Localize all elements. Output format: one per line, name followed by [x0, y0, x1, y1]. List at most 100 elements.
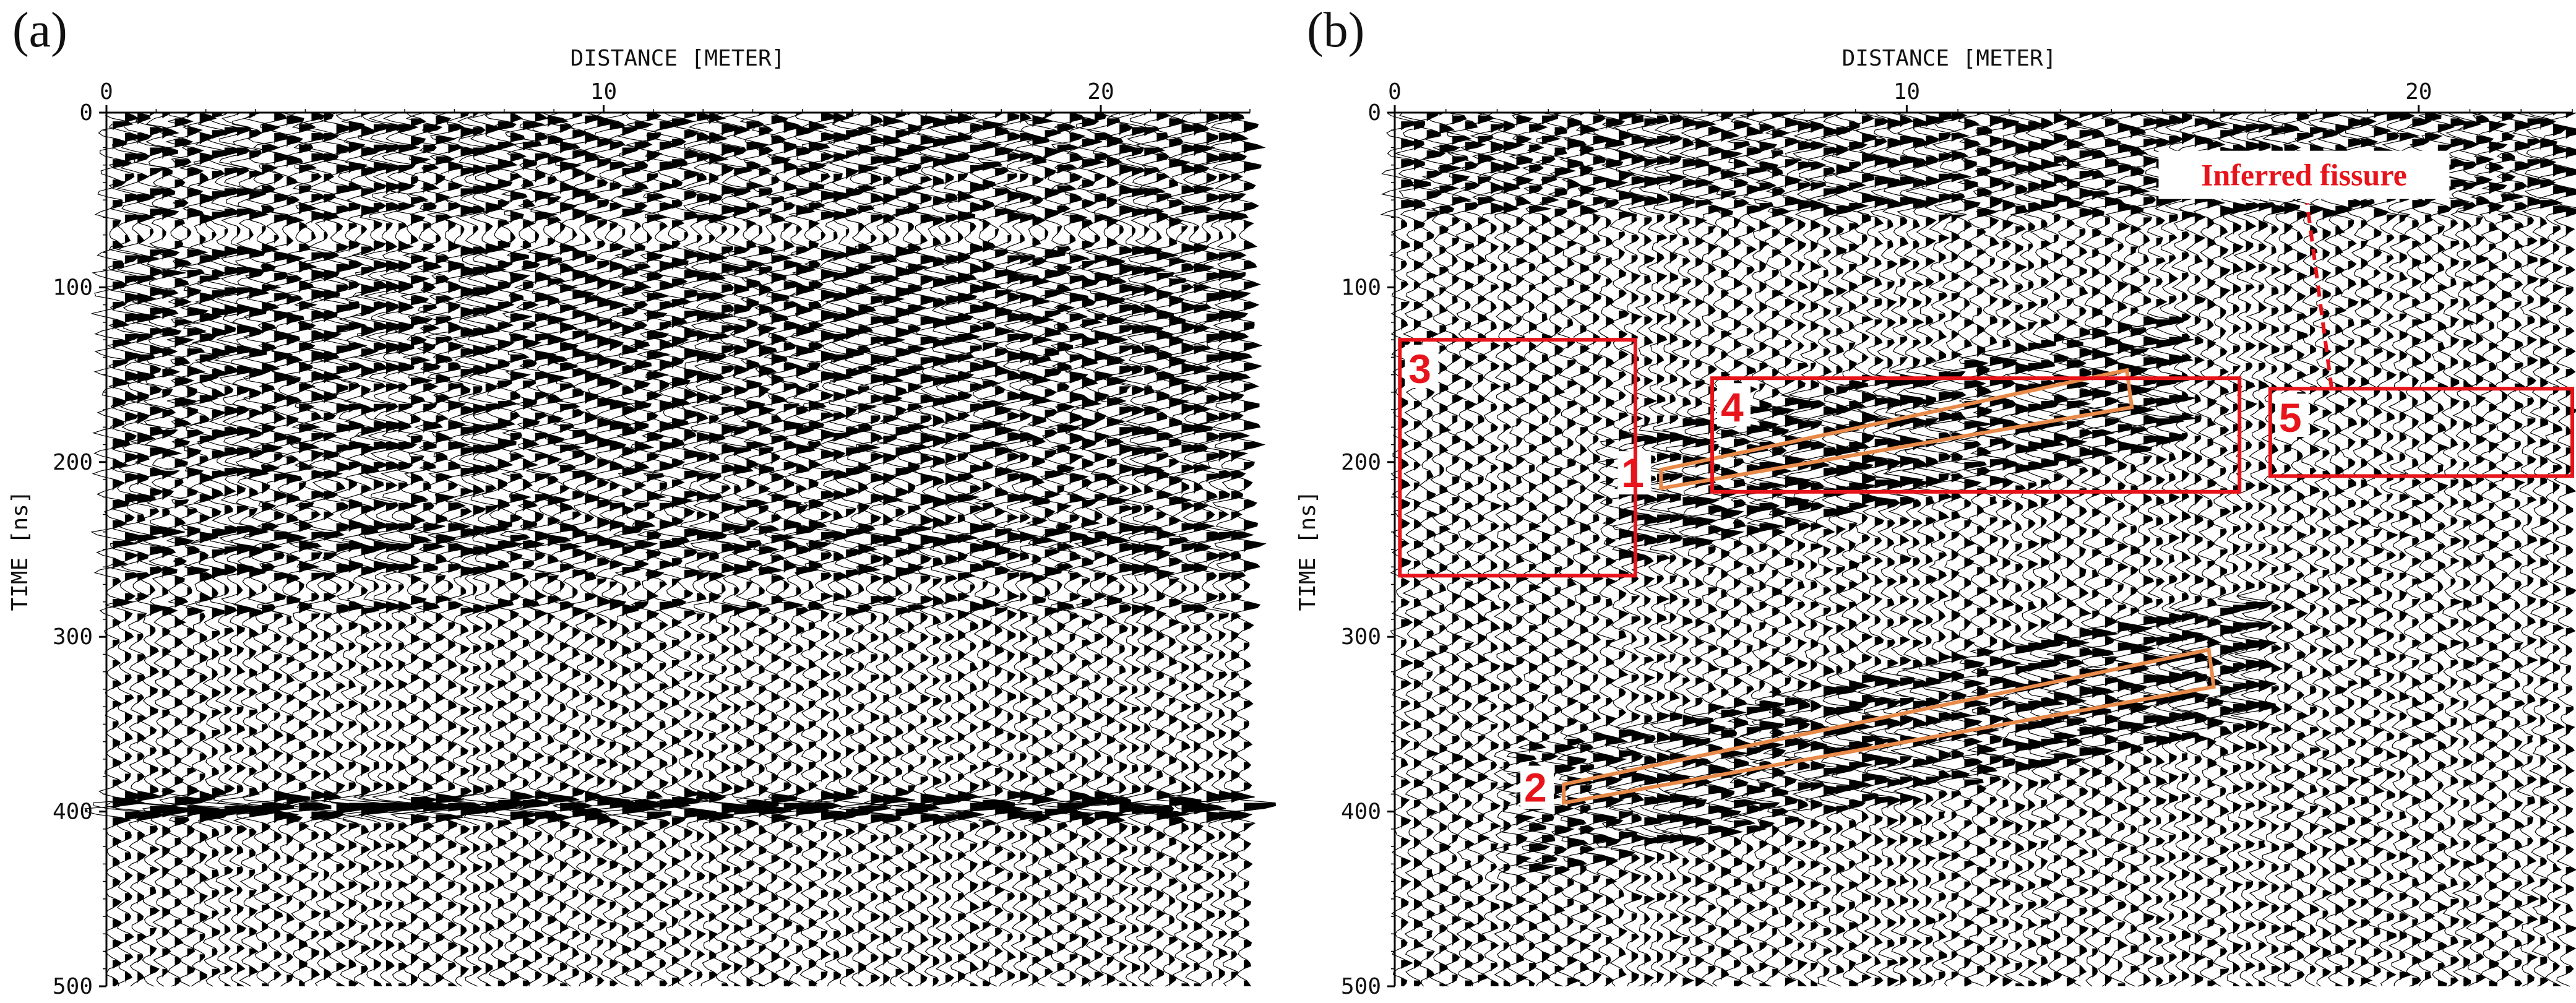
trace-line: [1037, 112, 1093, 987]
trace-line: [2182, 112, 2228, 987]
trace-fill: [2387, 113, 2404, 981]
trace-fill: [249, 113, 282, 986]
trace-line: [851, 112, 915, 987]
y-tick-label: 300: [1341, 624, 1381, 650]
trace-fill: [1567, 118, 1595, 986]
annotation-box-label-4: 4: [1721, 384, 1744, 430]
trace-line: [2122, 112, 2171, 987]
trace-line: [278, 112, 344, 987]
trace-fill: [560, 124, 592, 986]
trace-fill: [585, 115, 610, 984]
trace-line: [788, 112, 853, 987]
trace-line: [1421, 112, 1462, 987]
trace-fill: [1218, 113, 1251, 981]
trace-line: [2444, 112, 2482, 987]
trace-line: [2054, 112, 2101, 987]
trace-fill: [672, 118, 701, 986]
trace-line: [2199, 112, 2243, 987]
trace-fill: [2322, 113, 2340, 978]
trace-line: [944, 112, 1003, 987]
trace-line: [1885, 112, 1935, 987]
x-tick-label: 10: [590, 79, 617, 105]
trace-fill: [634, 121, 667, 987]
trace-line: [2418, 112, 2457, 987]
trace-fill: [958, 113, 984, 984]
trace-fill: [597, 118, 629, 986]
trace-line: [2332, 112, 2372, 987]
trace-line: [467, 112, 531, 987]
trace-line: [2492, 112, 2532, 987]
trace-line: [1533, 112, 1579, 987]
trace-line: [2026, 112, 2078, 987]
trace-line: [1446, 112, 1486, 987]
trace-fill: [1426, 113, 1445, 981]
trace-line: [1380, 112, 1422, 987]
annotation-box-label-bg: [2275, 394, 2309, 437]
panel-b-label: (b): [1307, 3, 1364, 58]
trace-fill: [1734, 121, 1760, 987]
trace-fill: [1094, 113, 1127, 981]
trace-fill: [1452, 115, 1471, 984]
trace-line: [2394, 112, 2432, 987]
trace-fill: [2476, 115, 2494, 984]
panel-b: (b) DISTANCE [METER] TIME [ns] 0 10 200100…: [1295, 3, 2576, 999]
trace-fill: [1913, 118, 1934, 986]
trace-line: [458, 112, 519, 987]
trace-fill: [1231, 113, 1255, 981]
trace-line: [2231, 112, 2280, 987]
inferred-fissure-label: Inferred fissure: [2201, 158, 2407, 192]
trace-line: [1470, 112, 1509, 987]
trace-fill: [398, 124, 430, 986]
trace-fill: [1516, 115, 1541, 984]
trace-fill: [1593, 115, 1617, 984]
trace-fill: [1491, 124, 1509, 986]
trace-line: [1506, 112, 1554, 987]
trace-fill: [2540, 118, 2562, 986]
trace-fill: [1939, 113, 1962, 981]
trace-line: [963, 112, 1027, 987]
trace-line: [2262, 112, 2301, 987]
trace-line: [1941, 112, 1992, 987]
y-tick-label: 400: [53, 799, 93, 825]
trace-fill: [286, 115, 310, 984]
trace-fill: [808, 121, 841, 987]
trace-fill: [212, 113, 244, 986]
trace-line: [1034, 112, 1090, 987]
trace-fill: [2182, 113, 2205, 984]
trace-fill: [2054, 113, 2078, 984]
trace-line: [1834, 112, 1885, 987]
trace-fill: [983, 121, 1015, 987]
trace-line: [1409, 112, 1446, 987]
trace-line: [676, 112, 734, 987]
trace-line: [547, 112, 606, 987]
trace-line: [1722, 112, 1774, 987]
trace-line: [2369, 112, 2405, 987]
trace-line: [1965, 112, 2017, 987]
trace-line: [762, 112, 817, 987]
trace-line: [2096, 112, 2145, 987]
trace-line: [92, 112, 157, 987]
trace-line: [1157, 112, 1214, 987]
y-tick-label: 400: [1341, 799, 1381, 825]
trace-line: [1548, 112, 1595, 987]
trace-line: [2134, 112, 2184, 987]
trace-line: [1394, 112, 1431, 987]
trace-line: [2316, 112, 2354, 987]
y-tick-label: 300: [53, 624, 93, 650]
annotation-band-1: [1659, 368, 2134, 491]
fissure-label-bg: [2158, 150, 2450, 199]
annotation-band-label-2: 2: [1524, 764, 1547, 810]
trace-line: [2406, 112, 2443, 987]
trace-line: [577, 112, 637, 987]
trace-line: [1094, 112, 1153, 987]
trace-line: [1580, 112, 1629, 987]
trace-line: [1017, 112, 1077, 987]
trace-line: [1901, 112, 1944, 987]
trace-fill: [933, 118, 964, 986]
trace-fill: [1657, 115, 1681, 984]
trace-fill: [659, 121, 691, 987]
trace-line: [1761, 112, 1812, 987]
trace-fill: [2169, 115, 2197, 984]
trace-line: [1709, 112, 1761, 987]
trace-line: [1556, 112, 1600, 987]
